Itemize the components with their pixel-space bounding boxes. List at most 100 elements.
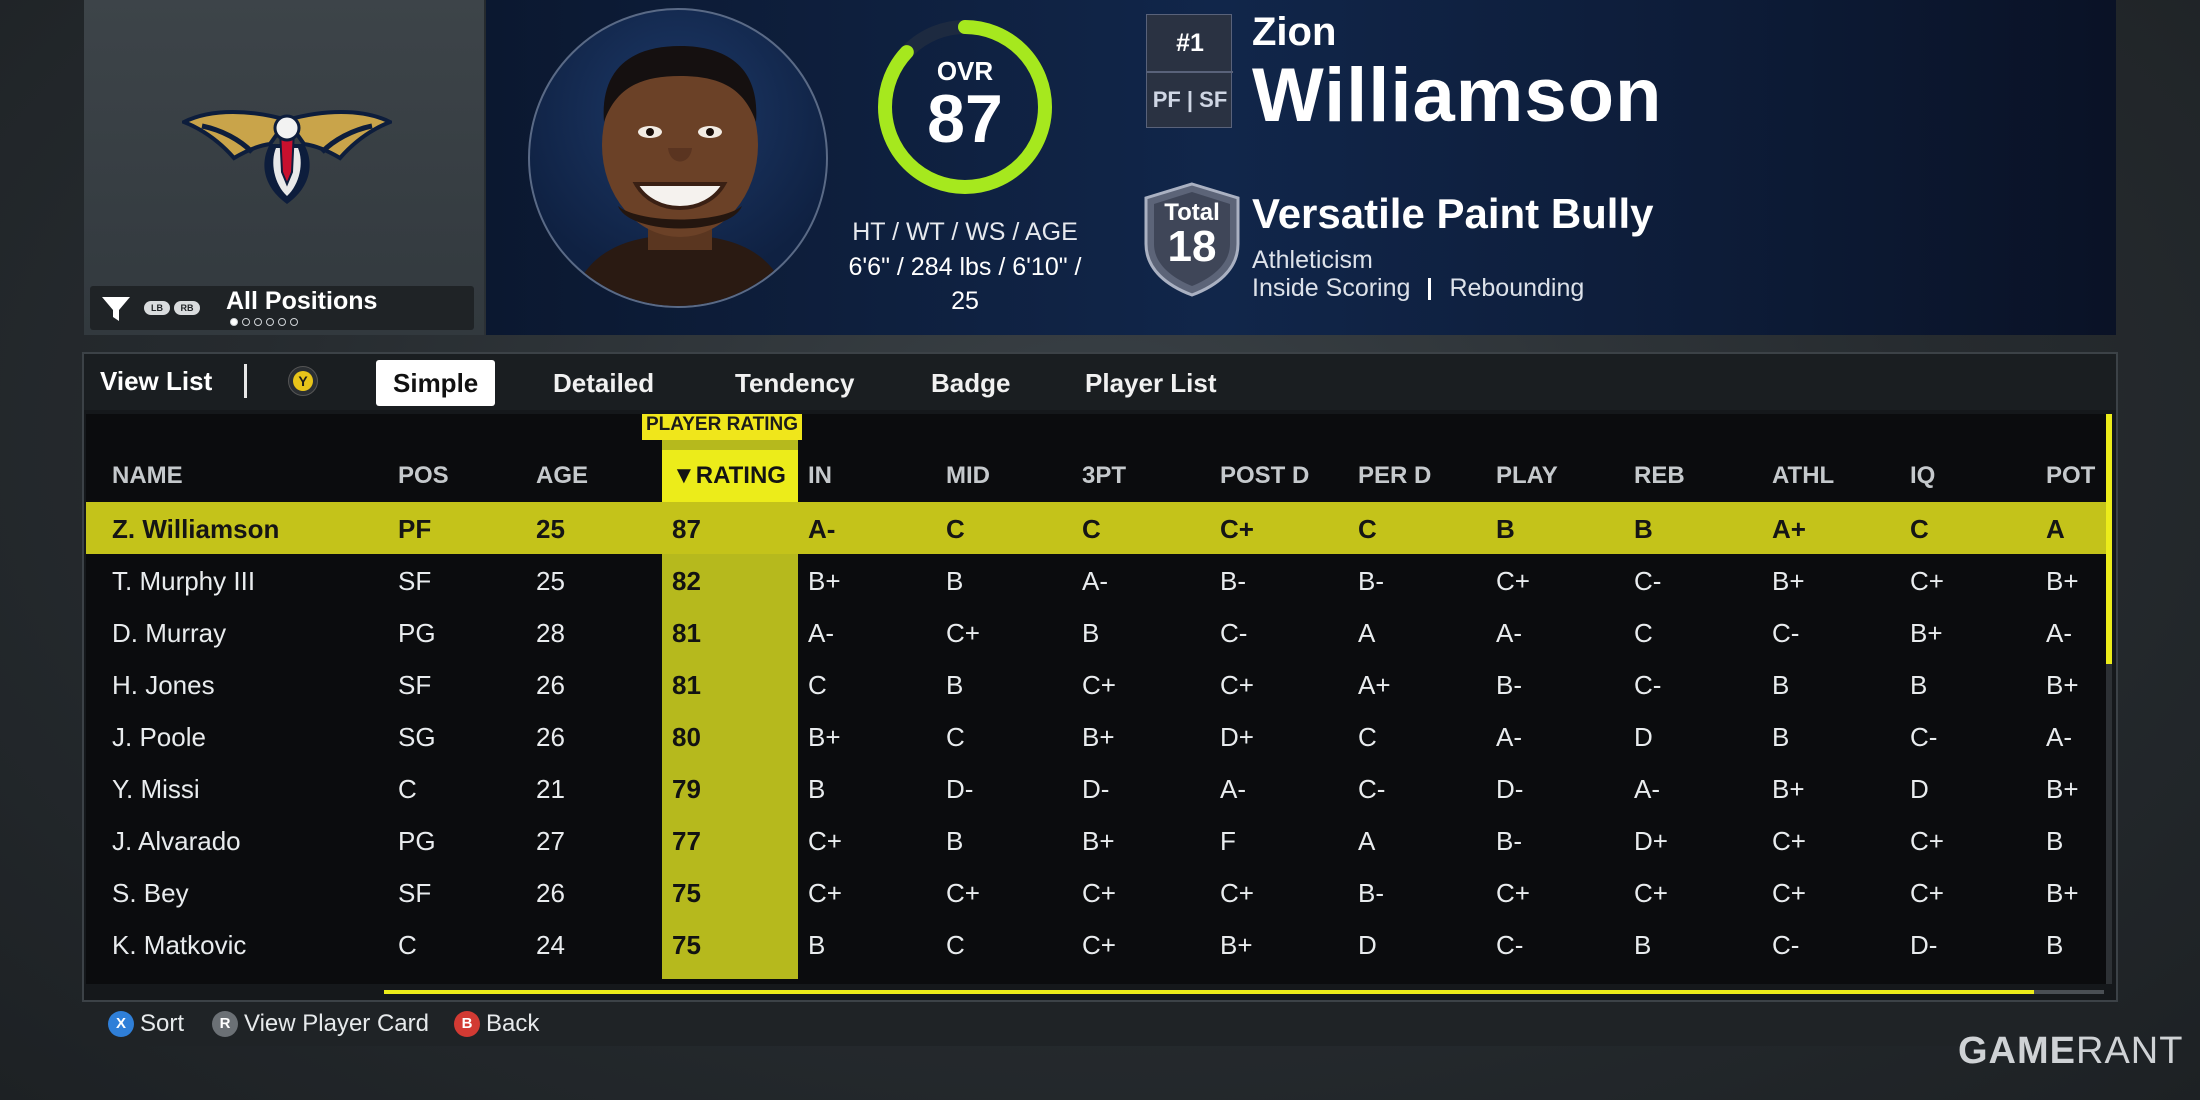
filter-page-dot [278, 318, 286, 326]
sort-hint-label: Sort [140, 1010, 185, 1037]
column-header-name[interactable]: NAME [112, 462, 183, 489]
tab-badge[interactable]: Badge [931, 368, 1011, 398]
table-row[interactable]: T. Murphy III SF 25 82 B+ B A- B- B- C+ C- B+ C+ B+ [86, 554, 2106, 606]
ovr-ring [878, 20, 1052, 194]
cell-pos: PG [398, 826, 436, 856]
cell-name: D. Murray [112, 618, 227, 648]
badge-total-label: Total [1164, 199, 1220, 226]
filter-page-dot [266, 318, 274, 326]
player-archetype: Versatile Paint Bully [1252, 190, 1654, 237]
column-header-reb[interactable]: REB [1634, 462, 1685, 489]
table-row[interactable]: S. Bey SF 26 75 C+ C+ C+ C+ B- C+ C+ C+ C+ B+ [86, 866, 2106, 918]
filter-page-dot [290, 318, 298, 326]
cell-age: 26 [536, 878, 565, 908]
y-button-icon[interactable]: Y [288, 366, 318, 396]
cell-iq: D [1910, 774, 1929, 804]
sort-descending-icon: ▼ [672, 462, 696, 489]
cell-3pt: C+ [1082, 670, 1116, 700]
cell-3pt: B+ [1082, 826, 1115, 856]
cell-post-d: B- [1220, 566, 1246, 596]
cell-rating: 81 [672, 618, 701, 648]
table-row[interactable]: K. Matkovic C 24 75 B C C+ B+ D C- B C- D- B [86, 918, 2106, 970]
player-first-name: Zion [1252, 10, 1337, 54]
cell-per-d: A [1358, 826, 1376, 856]
column-header-play[interactable]: PLAY [1496, 462, 1558, 489]
player-list-panel: View List Y Simple Detailed Tendency Bad… [82, 352, 2118, 1002]
bumper-buttons[interactable]: LB RB [144, 301, 200, 315]
cell-pot: B+ [2046, 670, 2079, 700]
lb-button[interactable]: LB [144, 301, 170, 315]
rb-button[interactable]: RB [174, 301, 200, 315]
tab-simple[interactable]: Simple [376, 360, 496, 406]
horizontal-scrollbar[interactable] [384, 990, 2104, 994]
cell-athl: C+ [1772, 878, 1806, 908]
cell-name: J. Poole [112, 722, 206, 752]
table-row[interactable]: K. L C 22 74 C B C B C C A C B B [86, 970, 2106, 984]
cell-per-d: C [1358, 982, 1377, 984]
cell-athl: C+ [1772, 826, 1806, 856]
view-list-divider [244, 364, 247, 398]
tab-player-list[interactable]: Player List [1085, 368, 1217, 398]
tab-tendency[interactable]: Tendency [735, 368, 855, 398]
cell-in: B [808, 930, 826, 960]
cell-reb: B [1634, 514, 1653, 544]
position-filter[interactable]: LB RB All Positions [90, 286, 474, 330]
column-header-per-d[interactable]: PER D [1358, 462, 1432, 489]
table-row[interactable]: Y. Missi C 21 79 B D- D- A- C- D- A- B+ D B+ [86, 762, 2106, 814]
cell-play: D- [1496, 774, 1524, 804]
cell-rating: 87 [672, 514, 701, 544]
column-header-pos[interactable]: POS [398, 462, 449, 489]
column-header-athl[interactable]: ATHL [1772, 462, 1835, 489]
cell-reb: D [1634, 722, 1653, 752]
cell-post-d: C- [1220, 618, 1248, 648]
sort-tag: PLAYER RATING [642, 414, 803, 440]
table-row[interactable]: J. Poole SG 26 80 B+ C B+ D+ C A- D B C- A- [86, 710, 2106, 762]
column-header-mid[interactable]: MID [946, 462, 990, 489]
vertical-scrollbar[interactable] [2106, 414, 2112, 984]
cell-mid: C [946, 514, 965, 544]
cell-name: T. Murphy III [112, 566, 256, 596]
cell-pot: B+ [2046, 774, 2079, 804]
column-header-pot[interactable]: POT [2046, 462, 2096, 489]
bio-line-1: 6'6" / 284 lbs / 6'10" / [848, 253, 1082, 281]
cell-athl: C- [1772, 930, 1800, 960]
view-player-card-hint[interactable]: R View Player Card [212, 1010, 429, 1038]
tab-detailed[interactable]: Detailed [553, 368, 655, 398]
column-header-3pt[interactable]: 3PT [1082, 462, 1127, 489]
vertical-scroll-thumb[interactable] [2106, 414, 2112, 664]
column-header-post-d[interactable]: POST D [1220, 462, 1310, 489]
table-row[interactable]: D. Murray PG 28 81 A- C+ B C- A A- C C- B+ A- [86, 606, 2106, 658]
rank-box: #1 PF | SF [1146, 14, 1233, 128]
badge-shield-icon [1144, 182, 1240, 297]
cell-3pt: C+ [1082, 930, 1116, 960]
cell-pos: SF [398, 566, 432, 596]
cell-per-d: C- [1358, 774, 1386, 804]
cell-mid: B [946, 670, 964, 700]
column-header-rating[interactable]: ▼RATING [672, 462, 786, 490]
table-row[interactable]: H. Jones SF 26 81 C B C+ C+ A+ B- C- B B B+ [86, 658, 2106, 710]
cell-pos: SG [398, 722, 436, 752]
back-hint-label: Back [486, 1010, 540, 1037]
horizontal-scroll-thumb[interactable] [384, 990, 2034, 994]
cell-3pt: C+ [1082, 878, 1116, 908]
sort-hint[interactable]: X Sort [108, 1010, 184, 1038]
cell-iq: B+ [1910, 618, 1943, 648]
filter-page-dot [230, 318, 238, 326]
column-header-iq[interactable]: IQ [1910, 462, 1936, 489]
column-header-age[interactable]: AGE [536, 462, 589, 489]
back-hint[interactable]: B Back [454, 1010, 539, 1038]
cell-post-d: B [1220, 982, 1237, 984]
column-header-in[interactable]: IN [808, 462, 832, 489]
cell-post-d: F [1220, 826, 1236, 856]
cell-play: C+ [1496, 566, 1530, 596]
archetype-attribute-2: Inside Scoring [1252, 274, 1411, 302]
cell-reb: D+ [1634, 826, 1668, 856]
table-row[interactable]: J. Alvarado PG 27 77 C+ B B+ F A B- D+ C+ C+ B [86, 814, 2106, 866]
cell-3pt: B [1082, 618, 1100, 648]
cell-mid: B [946, 982, 963, 984]
table-row[interactable]: Z. Williamson PF 25 87 A- C C C+ C B B A+ C A [86, 502, 2106, 554]
cell-mid: B [946, 826, 964, 856]
cell-iq: C+ [1910, 826, 1944, 856]
cell-pot: B+ [2046, 878, 2079, 908]
cell-mid: C+ [946, 878, 980, 908]
